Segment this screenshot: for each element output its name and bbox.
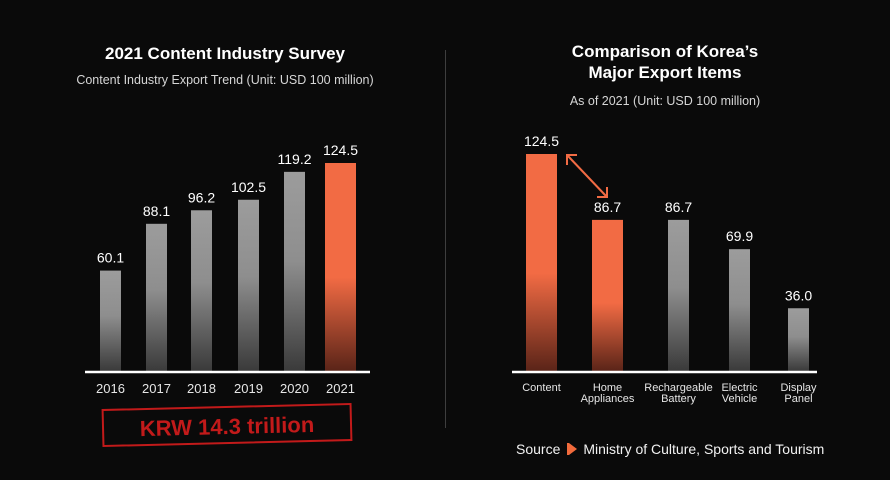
left-chart: 60.1 2016 88.1 2017 96.2 2018 102.5 2019 119.2 20… bbox=[85, 142, 370, 396]
left-x-tick-label-line: 2017 bbox=[142, 381, 171, 396]
right-bar-value-label: 86.7 bbox=[594, 199, 621, 215]
right-x-tick-label: Electric Vehicle bbox=[721, 382, 758, 405]
left-bar-value-label: 96.2 bbox=[188, 189, 215, 205]
right-x-tick-label-line: Display bbox=[780, 382, 817, 394]
left-x-tick-label: 2018 bbox=[187, 381, 216, 396]
left-bar bbox=[284, 171, 305, 371]
left-bar-value-label: 88.1 bbox=[143, 203, 170, 219]
krw-total-stamp: KRW 14.3 trillion bbox=[101, 402, 353, 448]
source-arrow-icon bbox=[569, 443, 578, 455]
left-x-tick-label-line: 2021 bbox=[326, 381, 355, 396]
left-x-tick-label-line: 2016 bbox=[96, 381, 125, 396]
right-bar-value-label: 86.7 bbox=[665, 199, 692, 215]
right-x-tick-label-line: Battery bbox=[661, 393, 696, 405]
right-chart-subtitle: As of 2021 (Unit: USD 100 million) bbox=[569, 94, 761, 108]
right-bar bbox=[526, 154, 557, 371]
left-bar bbox=[238, 199, 259, 371]
right-bar bbox=[729, 249, 750, 371]
left-x-tick-label-line: 2020 bbox=[280, 381, 309, 396]
left-x-tick-label: 2021 bbox=[326, 381, 355, 396]
left-bar bbox=[325, 163, 356, 371]
left-x-tick-label: 2017 bbox=[142, 381, 171, 396]
left-x-tick-label-line: 2018 bbox=[187, 381, 216, 396]
right-x-tick-label: Content bbox=[522, 382, 561, 394]
left-bar-value-label: 60.1 bbox=[97, 250, 124, 266]
right-bar-value-label: 124.5 bbox=[524, 133, 559, 149]
left-bar bbox=[146, 223, 167, 371]
right-x-tick-label-line: Panel bbox=[784, 393, 812, 405]
right-bar bbox=[592, 219, 623, 371]
right-chart-title-line2: Major Export Items bbox=[588, 63, 742, 82]
left-chart-subtitle: Content Industry Export Trend (Unit: USD… bbox=[76, 73, 374, 87]
right-chart-title-line1: Comparison of Korea’s bbox=[571, 42, 759, 61]
source-label: Source bbox=[516, 441, 561, 457]
right-bar bbox=[668, 219, 689, 371]
right-bar-value-label: 36.0 bbox=[785, 287, 812, 303]
right-bar-value-label: 69.9 bbox=[726, 228, 753, 244]
right-x-tick-label-line: Content bbox=[522, 382, 561, 394]
left-x-tick-label: 2016 bbox=[96, 381, 125, 396]
left-x-tick-label: 2019 bbox=[234, 381, 263, 396]
comparison-arrow-head-end bbox=[597, 187, 608, 198]
source-arrow-stem bbox=[567, 443, 570, 455]
right-x-tick-label-line: Appliances bbox=[581, 393, 635, 405]
left-bar bbox=[191, 210, 212, 371]
right-chart: 124.5 Content 86.7 Home Appliances 86.7 Rechar… bbox=[512, 133, 817, 405]
right-x-tick-label: Rechargeable Battery bbox=[644, 382, 713, 405]
right-bar bbox=[788, 308, 809, 371]
comparison-arrow-head-start bbox=[566, 154, 577, 165]
right-x-tick-label: Display Panel bbox=[780, 382, 817, 405]
left-bar-value-label: 119.2 bbox=[278, 151, 312, 167]
right-x-tick-label-line: Vehicle bbox=[722, 393, 757, 405]
left-bar bbox=[100, 270, 121, 371]
right-x-tick-label-line: Electric bbox=[721, 382, 758, 394]
comparison-arrow bbox=[566, 154, 608, 198]
left-x-tick-label-line: 2019 bbox=[234, 381, 263, 396]
panel-divider bbox=[445, 50, 446, 428]
comparison-arrow-line bbox=[567, 155, 607, 197]
left-bar-value-label: 102.5 bbox=[231, 179, 266, 195]
left-x-tick-label: 2020 bbox=[280, 381, 309, 396]
left-chart-title: 2021 Content Industry Survey bbox=[105, 44, 345, 63]
source-note: Source Ministry of Culture, Sports and To… bbox=[516, 441, 824, 457]
right-chart-title: Comparison of Korea’s Major Export Items bbox=[480, 41, 850, 83]
right-x-tick-label-line: Rechargeable bbox=[644, 382, 713, 394]
right-x-tick-label: Home Appliances bbox=[581, 382, 635, 405]
right-x-tick-label-line: Home bbox=[593, 382, 622, 394]
left-bar-value-label: 124.5 bbox=[323, 142, 358, 158]
source-text: Ministry of Culture, Sports and Tourism bbox=[583, 441, 825, 457]
